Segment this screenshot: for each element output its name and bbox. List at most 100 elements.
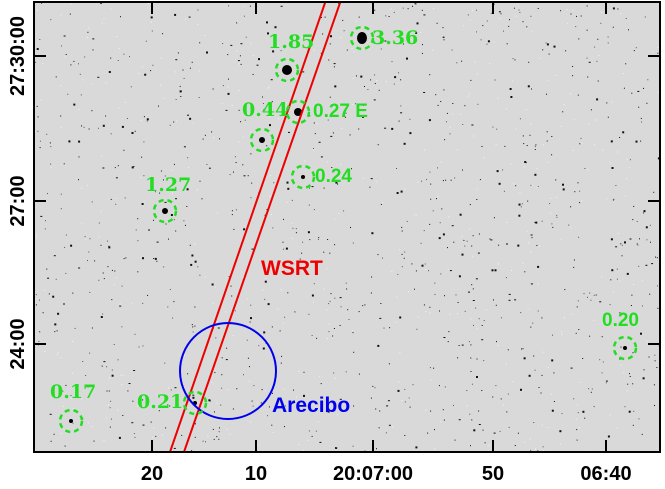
noise-speck [220,404,222,406]
noise-speck [124,197,126,199]
noise-speck [53,433,55,435]
noise-speck [440,101,442,102]
noise-speck [580,137,582,139]
noise-speck [590,299,592,301]
noise-speck [215,286,217,288]
noise-speck [649,293,651,295]
noise-speck [588,123,590,125]
noise-speck [657,47,659,49]
noise-speck [429,74,431,76]
noise-speck [620,13,622,14]
noise-speck [117,409,119,411]
noise-speck [478,233,480,235]
noise-speck [169,405,171,407]
noise-speck [251,182,253,184]
noise-speck [147,294,149,296]
noise-speck [277,308,279,310]
noise-speck [420,32,422,33]
noise-speck [537,450,539,452]
noise-speck [396,192,399,194]
noise-speck [515,15,517,17]
noise-speck [524,442,526,443]
noise-speck [36,105,38,107]
noise-speck [470,357,472,359]
noise-speck [371,232,374,235]
noise-speck [596,98,599,101]
noise-speck [551,393,553,395]
noise-speck [613,198,615,200]
noise-speck [615,185,617,186]
noise-speck [413,214,415,216]
noise-speck [512,381,514,383]
noise-speck [137,271,139,273]
noise-speck [639,238,640,240]
noise-speck [425,409,427,411]
noise-speck [317,238,319,240]
noise-speck [209,119,211,121]
noise-speck [590,391,592,393]
x-tick-label: 50 [482,463,504,485]
noise-speck [566,9,568,10]
noise-speck [171,407,173,409]
noise-speck [280,5,283,7]
noise-speck [646,239,648,241]
noise-speck [393,11,395,13]
noise-speck [173,447,176,449]
noise-speck [70,64,72,66]
noise-speck [81,187,83,189]
noise-speck [432,210,434,212]
noise-speck [387,400,390,402]
noise-speck [103,278,105,280]
noise-speck [370,178,373,180]
noise-speck [221,374,223,376]
noise-speck [86,37,88,38]
noise-speck [517,432,519,434]
noise-speck [205,441,206,443]
noise-speck [500,13,502,15]
noise-speck [269,175,271,177]
noise-speck [284,426,285,428]
noise-speck [213,137,215,139]
noise-speck [141,203,144,205]
noise-speck [482,25,484,27]
noise-speck [546,140,548,142]
noise-speck [500,398,502,400]
noise-speck [462,124,464,125]
noise-speck [162,434,164,436]
noise-speck [175,99,177,100]
noise-speck [279,330,281,332]
noise-speck [572,66,574,67]
noise-speck [91,385,93,387]
noise-speck [188,16,191,18]
noise-speck [401,253,403,255]
noise-speck [365,115,367,117]
noise-speck [194,436,196,438]
noise-speck [107,404,109,406]
noise-speck [273,182,275,184]
noise-speck [163,179,164,181]
noise-speck [400,190,403,193]
noise-speck [148,229,150,231]
noise-speck [313,148,314,149]
noise-speck [307,231,310,234]
noise-speck [107,240,108,242]
noise-speck [392,426,394,428]
noise-speck [598,54,600,56]
noise-speck [327,119,329,121]
noise-speck [121,285,123,287]
noise-speck [81,223,83,225]
noise-speck [453,404,454,406]
noise-speck [654,405,655,406]
noise-speck [222,43,224,45]
noise-speck [506,43,508,45]
noise-speck [535,221,538,224]
noise-speck [40,215,43,217]
noise-speck [182,69,184,71]
noise-speck [247,357,249,359]
source-marker-0.24 [290,164,316,190]
noise-speck [212,302,214,304]
noise-speck [514,445,516,446]
noise-speck [442,409,444,411]
noise-speck [551,409,554,412]
noise-speck [328,331,330,333]
